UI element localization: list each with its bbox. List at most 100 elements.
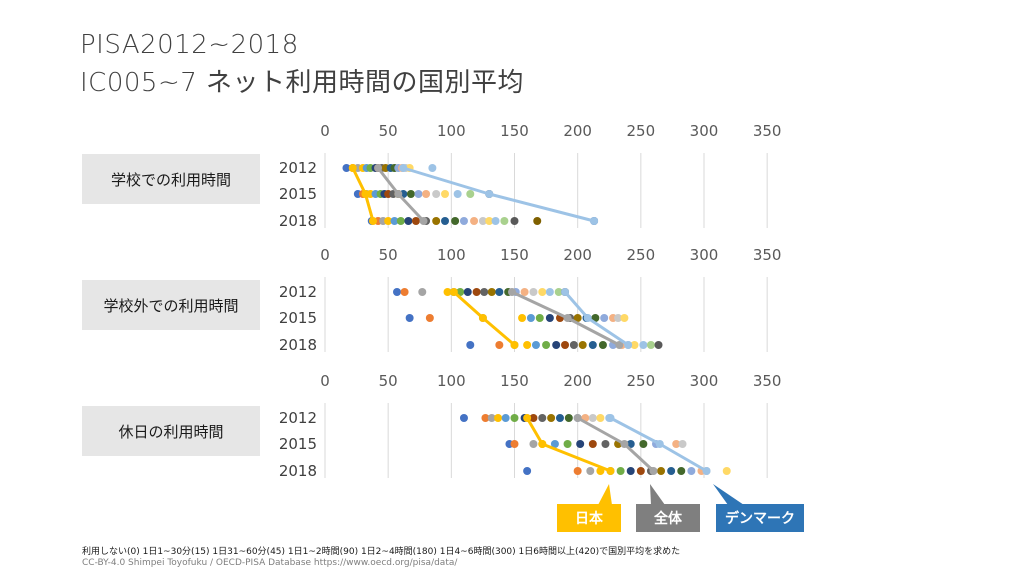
data-point — [630, 341, 639, 349]
data-point — [425, 314, 434, 322]
data-point — [405, 314, 414, 322]
callout-denmark: デンマーク — [716, 504, 804, 532]
data-point — [596, 414, 605, 422]
data-point — [406, 190, 415, 198]
data-point — [573, 314, 582, 322]
data-point — [600, 314, 609, 322]
series-point — [563, 314, 572, 322]
data-point — [495, 288, 504, 296]
data-point — [531, 341, 540, 349]
data-point — [500, 217, 509, 225]
data-point — [578, 341, 587, 349]
data-point — [554, 288, 563, 296]
data-point — [491, 217, 500, 225]
credit: CC-BY-4.0 Shimpei Toyofuku / OECD-PISA D… — [82, 558, 458, 568]
x-tick-label: 350 — [753, 372, 782, 390]
data-point — [478, 217, 487, 225]
data-point — [614, 314, 623, 322]
x-tick-label: 200 — [563, 246, 592, 264]
data-point — [518, 314, 527, 322]
x-tick-label: 200 — [563, 372, 592, 390]
data-point — [529, 440, 538, 448]
data-point — [639, 440, 648, 448]
x-tick-label: 0 — [320, 372, 330, 390]
series-point — [649, 467, 658, 475]
x-tick-label: 0 — [320, 246, 330, 264]
data-point — [533, 217, 542, 225]
data-point — [510, 217, 519, 225]
x-tick-label: 300 — [690, 122, 719, 140]
series-point — [573, 414, 582, 422]
category-label: 2015 — [279, 435, 317, 453]
series-point — [419, 217, 428, 225]
data-point — [396, 217, 405, 225]
data-point — [542, 341, 551, 349]
data-point — [626, 467, 635, 475]
category-label: 2012 — [279, 283, 317, 301]
callout-overall: 全体 — [636, 504, 700, 532]
data-point — [441, 190, 450, 198]
callout-japan: 日本 — [557, 504, 621, 532]
data-point — [529, 288, 538, 296]
data-point — [494, 414, 503, 422]
x-tick-label: 100 — [437, 372, 466, 390]
data-point — [667, 467, 676, 475]
data-point — [411, 217, 420, 225]
x-tick-label: 100 — [437, 122, 466, 140]
data-point — [441, 217, 450, 225]
x-tick-label: 50 — [379, 122, 398, 140]
data-point — [485, 217, 494, 225]
x-tick-label: 350 — [753, 122, 782, 140]
data-point — [463, 288, 472, 296]
series-point — [606, 414, 615, 422]
data-point — [470, 217, 479, 225]
category-label: 2018 — [279, 336, 317, 354]
data-point — [538, 288, 547, 296]
series-point — [561, 288, 570, 296]
x-tick-label: 50 — [379, 372, 398, 390]
x-tick-label: 250 — [627, 246, 656, 264]
data-point — [432, 190, 441, 198]
data-point — [639, 341, 648, 349]
data-point — [687, 467, 696, 475]
series-point — [485, 190, 494, 198]
data-point — [722, 467, 731, 475]
data-point — [547, 414, 556, 422]
x-tick-label: 150 — [500, 122, 529, 140]
data-point — [487, 288, 496, 296]
data-point — [481, 414, 490, 422]
category-label: 2015 — [279, 185, 317, 203]
series-point — [583, 314, 592, 322]
series-point — [702, 467, 711, 475]
series-point — [510, 341, 519, 349]
series-point — [478, 314, 487, 322]
data-point — [616, 467, 625, 475]
data-point — [432, 217, 441, 225]
data-point — [523, 341, 532, 349]
data-point — [384, 217, 393, 225]
series-point — [624, 341, 633, 349]
data-point — [510, 440, 519, 448]
x-tick-label: 200 — [563, 122, 592, 140]
data-point — [657, 467, 666, 475]
data-point — [545, 314, 554, 322]
data-point — [393, 288, 402, 296]
data-point — [428, 164, 437, 172]
x-tick-label: 150 — [500, 246, 529, 264]
panel-label-school: 学校での利用時間 — [82, 154, 260, 204]
data-point — [487, 414, 496, 422]
x-tick-label: 300 — [690, 246, 719, 264]
x-tick-label: 350 — [753, 246, 782, 264]
data-point — [598, 341, 607, 349]
series-point — [620, 440, 629, 448]
x-tick-label: 50 — [379, 246, 398, 264]
data-point — [654, 341, 663, 349]
data-point — [466, 190, 475, 198]
data-point — [561, 341, 570, 349]
title-line-2: IC005~7 ネット利用時間の国別平均 — [80, 68, 525, 98]
data-point — [466, 341, 475, 349]
data-point — [678, 440, 687, 448]
data-point — [480, 288, 489, 296]
data-point — [601, 440, 610, 448]
